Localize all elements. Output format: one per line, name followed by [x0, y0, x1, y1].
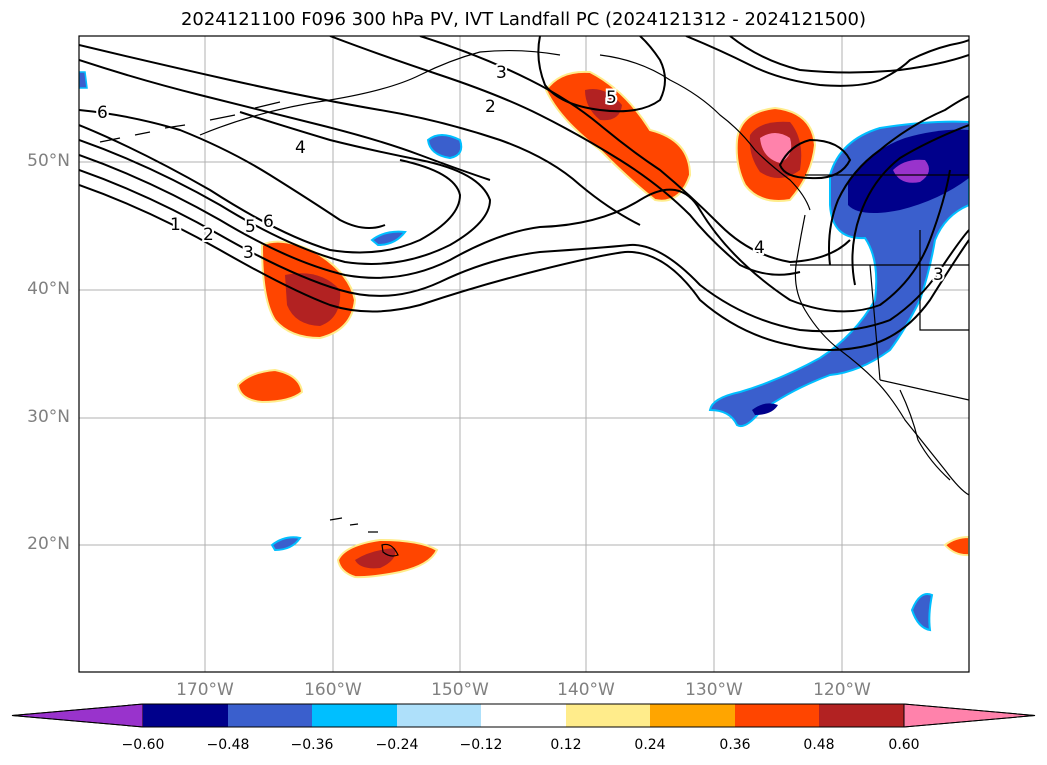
lon-label: 160°W — [304, 680, 362, 700]
contour-label: 6 — [263, 212, 274, 232]
contour-label: 4 — [754, 238, 765, 258]
contour-label: 5 — [245, 217, 256, 237]
colorbar-min-arrow — [11, 703, 144, 728]
colorbar-tick-label: −0.60 — [121, 737, 165, 753]
contour-labels: 6 4 1 2 5 6 3 3 2 5 4 3 — [95, 61, 946, 287]
pv-contour-3 — [79, 154, 951, 313]
colorbar-swatch — [143, 704, 228, 727]
contour-label: 2 — [485, 97, 496, 117]
colorbar — [11, 703, 1036, 728]
colorbar-swatch — [228, 704, 312, 727]
pv-contour-10 — [419, 36, 851, 264]
pv-contour-4 — [79, 111, 492, 265]
pv-contour-11 — [537, 36, 666, 113]
lon-label: 140°W — [557, 680, 615, 700]
patch-subtropical — [236, 368, 304, 404]
gridlines — [79, 36, 969, 672]
mexico-border — [879, 379, 969, 401]
colorbar-tick-label: 0.24 — [634, 737, 666, 753]
contour-label: 3 — [933, 265, 944, 285]
pv-contour-8 — [79, 44, 641, 226]
lat-label: 20°N — [27, 534, 70, 554]
colorbar-swatch — [819, 704, 904, 727]
state-border-3 — [919, 230, 969, 331]
pv-contour-7 — [79, 59, 491, 181]
pv-contour-2 — [79, 169, 969, 333]
colorbar-tick-label: −0.48 — [206, 737, 250, 753]
patch-us-west-purple — [893, 159, 929, 183]
lon-label: 130°W — [685, 680, 743, 700]
lon-label: 170°W — [176, 680, 234, 700]
colorbar-tick-label: −0.36 — [290, 737, 334, 753]
contour-label: 3 — [496, 63, 507, 83]
us-west-coast — [794, 214, 969, 496]
map-background — [79, 36, 969, 672]
colorbar-swatch — [397, 704, 481, 727]
colorbar-swatch — [650, 704, 735, 727]
colorbar-tick-label: −0.24 — [375, 737, 419, 753]
se-alaska-bc-coast — [599, 54, 811, 211]
pv-contour-14 — [828, 95, 969, 266]
baja-coast — [899, 389, 951, 481]
aleutians — [99, 101, 281, 143]
patch-mexico-coast — [943, 535, 969, 557]
patch-pacific-south — [752, 403, 778, 415]
alaska-coast — [199, 49, 561, 136]
colorbar-swatch — [312, 704, 397, 727]
lon-label: 150°W — [431, 680, 489, 700]
pv-contour-15 — [851, 124, 969, 286]
map-title: 2024121100 F096 300 hPa PV, IVT Landfall… — [180, 9, 867, 30]
colorbar-swatch — [566, 704, 650, 727]
lon-label: 120°W — [813, 680, 871, 700]
colorbar-outline — [11, 703, 1036, 728]
contour-label: 6 — [97, 103, 108, 123]
positive-anomaly-patches — [236, 70, 969, 579]
state-border-2 — [869, 264, 881, 381]
colorbar-max-arrow — [903, 703, 1036, 728]
patch-british-columbia-core — [760, 133, 792, 163]
pv-contour-16 — [778, 138, 852, 180]
colorbar-tick-label: 0.48 — [803, 737, 835, 753]
patch-small-4 — [79, 71, 88, 89]
pv-contour-5 — [79, 124, 462, 254]
patch-small-1 — [370, 230, 407, 247]
pv-contour-1 — [79, 184, 969, 351]
negative-anomaly-patches — [79, 71, 969, 632]
lat-label: 50°N — [27, 151, 70, 171]
lat-label: 40°N — [27, 279, 70, 299]
pv-contour-6 — [79, 109, 386, 230]
contour-label: 2 — [203, 225, 214, 245]
pv-contour-13 — [729, 36, 969, 74]
map-frame — [78, 35, 970, 673]
contour-label: 4 — [295, 138, 306, 158]
pv-contour-12 — [685, 36, 969, 87]
colorbar-swatch — [481, 704, 566, 727]
contour-label: 1 — [170, 215, 181, 235]
patch-small-3 — [910, 593, 934, 632]
patch-mid-pacific — [426, 134, 463, 160]
pv-contour-9 — [329, 36, 801, 276]
colorbar-swatch — [735, 704, 819, 727]
hawaii-islands — [329, 517, 399, 557]
lat-label: 30°N — [27, 407, 70, 427]
colorbar-tick-label: −0.12 — [459, 737, 503, 753]
colorbar-tick-label: 0.36 — [719, 737, 751, 753]
colorbar-tick-label: 0.12 — [550, 737, 582, 753]
colorbar-tick-label: 0.60 — [888, 737, 920, 753]
patch-gulf-of-alaska — [544, 70, 692, 202]
patch-small-2 — [270, 536, 302, 552]
patch-gulf-of-alaska-core — [585, 89, 622, 121]
pv-contours — [79, 36, 969, 351]
contour-label: 5 — [606, 88, 617, 108]
contour-label: 3 — [243, 243, 254, 263]
